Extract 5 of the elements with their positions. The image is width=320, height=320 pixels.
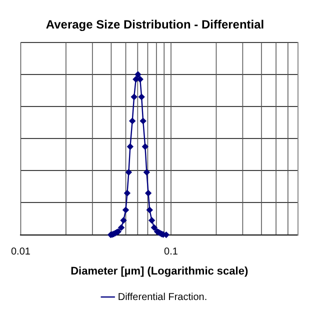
legend-label: Differential Fraction. [118,292,208,303]
x-tick-label: 0.1 [164,246,178,258]
x-axis-title: Diameter [µm] (Logarithmic scale) [70,265,248,278]
chart-title: Average Size Distribution - Differential [46,18,264,32]
x-tick-label: 0.01 [10,246,31,258]
